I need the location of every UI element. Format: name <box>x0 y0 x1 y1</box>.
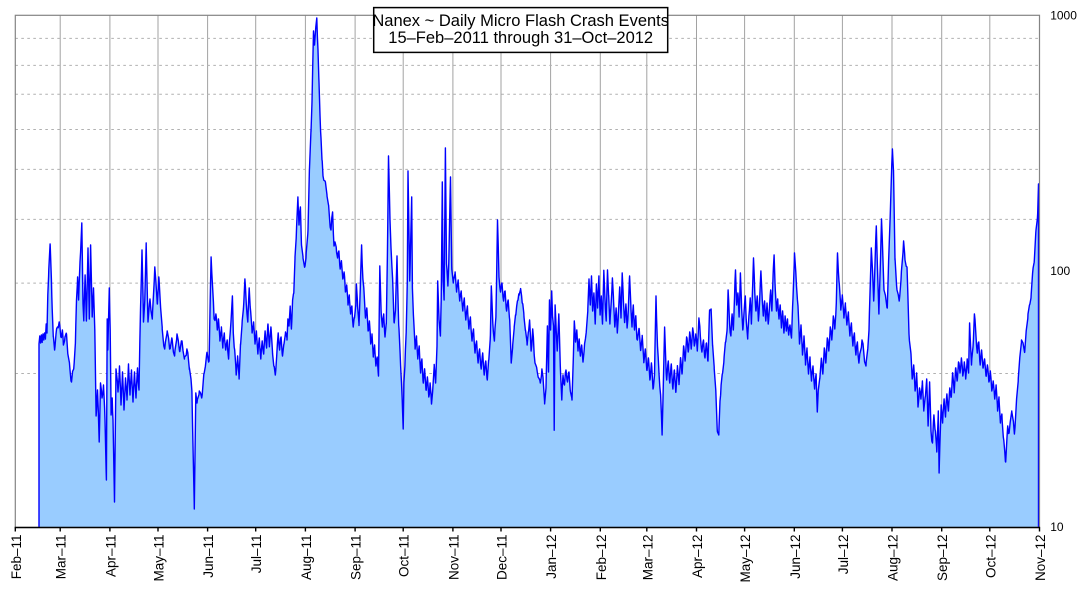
svg-text:Aug–12: Aug–12 <box>886 535 901 582</box>
svg-text:May–11: May–11 <box>152 535 167 582</box>
svg-text:100: 100 <box>1050 264 1070 278</box>
svg-text:1000: 1000 <box>1050 9 1077 23</box>
svg-text:Feb–12: Feb–12 <box>594 535 609 581</box>
svg-text:Jun–12: Jun–12 <box>788 535 803 579</box>
svg-text:Nov–12: Nov–12 <box>1033 535 1048 582</box>
svg-text:Mar–12: Mar–12 <box>640 535 655 581</box>
svg-text:Aug–11: Aug–11 <box>299 535 314 581</box>
svg-text:Jul–11: Jul–11 <box>249 535 264 574</box>
svg-text:Apr–12: Apr–12 <box>690 535 705 579</box>
svg-text:Apr–11: Apr–11 <box>103 535 118 578</box>
svg-text:Mar–11: Mar–11 <box>54 535 69 580</box>
svg-text:Nanex ~ Daily Micro Flash Cras: Nanex ~ Daily Micro Flash Crash Events <box>372 12 669 30</box>
svg-text:15–Feb–2011 through 31–Oct–201: 15–Feb–2011 through 31–Oct–2012 <box>388 29 653 47</box>
svg-text:Sep–11: Sep–11 <box>349 535 364 581</box>
svg-text:10: 10 <box>1050 520 1064 534</box>
svg-text:Nov–11: Nov–11 <box>446 535 461 581</box>
svg-text:Oct–12: Oct–12 <box>983 535 998 579</box>
svg-text:Feb–11: Feb–11 <box>9 535 24 580</box>
svg-text:Jun–11: Jun–11 <box>201 535 216 578</box>
svg-text:Jul–12: Jul–12 <box>836 535 851 575</box>
svg-text:Oct–11: Oct–11 <box>397 535 412 578</box>
svg-text:Sep–12: Sep–12 <box>935 535 950 582</box>
svg-text:May–12: May–12 <box>738 535 753 583</box>
svg-text:Dec–11: Dec–11 <box>495 535 510 581</box>
svg-text:Jan–12: Jan–12 <box>544 535 559 579</box>
